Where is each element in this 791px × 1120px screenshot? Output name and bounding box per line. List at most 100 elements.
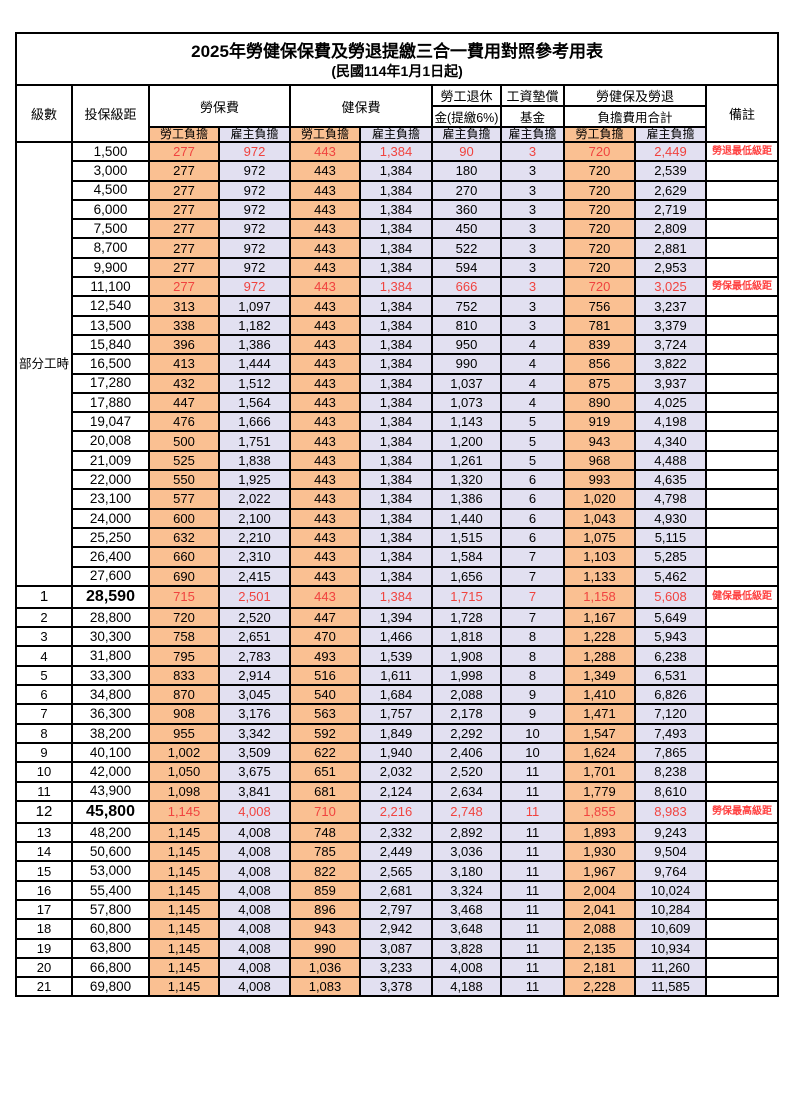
- labor-employee-cell: 432: [148, 372, 220, 394]
- col-header-note: 備註: [704, 84, 780, 143]
- pension-employer-cell: 3,828: [431, 937, 502, 959]
- total-employee-cell: 720: [563, 179, 636, 201]
- bracket-cell: 4,500: [71, 179, 150, 201]
- note-cell: [704, 160, 780, 182]
- total-employee-cell: 1,471: [563, 703, 636, 725]
- labor-employer-cell: 4,008: [218, 841, 291, 863]
- table-row: 9,900 277 972 443 1,384 594 3 720 2,953: [16, 256, 780, 279]
- col-header-total-line2: 負擔費用合計: [563, 105, 707, 128]
- total-employee-cell: 720: [563, 256, 636, 279]
- pension-employer-cell: 2,088: [431, 684, 502, 706]
- table-header: 2025年勞健保保費及勞退提繳三合一費用對照參考用表 (民國114年1月1日起)…: [14, 32, 780, 143]
- wage-fund-employer-cell: 8: [500, 645, 565, 667]
- note-cell: [704, 626, 780, 648]
- subheader-pension-employer: 雇主負擔: [431, 126, 502, 143]
- table-row: 26,400 660 2,310 443 1,384 1,584 7 1,103 5,285: [16, 546, 780, 568]
- level-cell: 20: [15, 956, 73, 979]
- wage-fund-employer-cell: 11: [500, 860, 565, 882]
- bracket-cell: 17,280: [71, 372, 150, 394]
- labor-employee-cell: 277: [148, 198, 220, 221]
- level-cell: 19: [15, 937, 73, 959]
- labor-employee-cell: 908: [148, 703, 220, 725]
- labor-employer-cell: 2,310: [218, 546, 291, 568]
- bracket-cell: 28,800: [71, 606, 150, 629]
- wage-fund-employer-cell: 10: [500, 741, 565, 764]
- labor-employer-cell: 3,045: [218, 684, 291, 706]
- health-employer-cell: 1,466: [359, 626, 433, 648]
- note-cell: [704, 546, 780, 568]
- bracket-cell: 24,000: [71, 507, 150, 529]
- labor-employer-cell: 4,008: [218, 879, 291, 901]
- health-employer-cell: 1,384: [359, 391, 433, 414]
- page-title: 2025年勞健保保費及勞退提繳三合一費用對照參考用表: [191, 41, 603, 61]
- health-employer-cell: 1,394: [359, 606, 433, 629]
- labor-employee-cell: 277: [148, 237, 220, 259]
- health-employer-cell: 1,384: [359, 507, 433, 529]
- labor-employee-cell: 955: [148, 722, 220, 744]
- labor-employee-cell: 338: [148, 314, 220, 336]
- note-cell: 勞保最高級距: [704, 799, 780, 824]
- note-cell: [704, 956, 780, 979]
- bracket-cell: 8,700: [71, 237, 150, 259]
- note-cell: [704, 218, 780, 240]
- health-employee-cell: 443: [289, 333, 361, 356]
- bracket-cell: 22,000: [71, 469, 150, 491]
- table-row: 17 57,800 1,145 4,008 896 2,797 3,468 11 2,041 10…: [15, 898, 780, 921]
- total-employee-cell: 720: [563, 218, 636, 240]
- total-employee-cell: 2,088: [563, 918, 636, 940]
- bracket-cell: 13,500: [71, 314, 150, 336]
- pension-employer-cell: 2,748: [431, 799, 502, 824]
- table-row: 20,008 500 1,751 443 1,384 1,200 5 943 4,340: [16, 430, 780, 452]
- bracket-cell: 50,600: [71, 841, 150, 863]
- total-employer-cell: 4,930: [634, 507, 707, 529]
- labor-employer-cell: 3,509: [218, 741, 291, 764]
- table-row: 7,500 277 972 443 1,384 450 3 720 2,809: [16, 218, 780, 240]
- labor-employer-cell: 1,925: [218, 469, 291, 491]
- total-employee-cell: 2,004: [563, 879, 636, 901]
- wage-fund-employer-cell: 5: [500, 411, 565, 433]
- wage-fund-employer-cell: 3: [500, 256, 565, 279]
- pension-employer-cell: 1,728: [431, 606, 502, 629]
- total-employer-cell: 4,340: [634, 430, 707, 452]
- bracket-cell: 69,800: [71, 976, 150, 998]
- table-row: 12 45,800 1,145 4,008 710 2,216 2,748 11 1,855 8,…: [15, 799, 780, 824]
- labor-employer-cell: 4,008: [218, 898, 291, 921]
- level-cell: 17: [15, 898, 73, 921]
- labor-employer-cell: 2,783: [218, 645, 291, 667]
- col-header-level: 級數: [15, 84, 73, 143]
- bracket-cell: 27,600: [71, 565, 150, 587]
- total-employer-cell: 10,284: [634, 898, 707, 921]
- pension-employer-cell: 752: [431, 295, 502, 317]
- health-employee-cell: 443: [289, 160, 361, 182]
- table-row: 17,880 447 1,564 443 1,384 1,073 4 890 4,025: [16, 391, 780, 414]
- health-employer-cell: 1,384: [359, 295, 433, 317]
- total-employee-cell: 2,041: [563, 898, 636, 921]
- labor-employer-cell: 3,176: [218, 703, 291, 725]
- total-employee-cell: 1,075: [563, 526, 636, 549]
- total-employee-cell: 756: [563, 295, 636, 317]
- labor-employee-cell: 715: [148, 584, 220, 609]
- labor-employee-cell: 1,145: [148, 841, 220, 863]
- health-employer-cell: 1,384: [359, 469, 433, 491]
- bracket-cell: 63,800: [71, 937, 150, 959]
- total-employee-cell: 993: [563, 469, 636, 491]
- col-header-pension-line1: 勞工退休: [431, 84, 502, 107]
- health-employee-cell: 822: [289, 860, 361, 882]
- wage-fund-employer-cell: 7: [500, 584, 565, 609]
- wage-fund-employer-cell: 11: [500, 976, 565, 998]
- health-employee-cell: 443: [289, 140, 361, 163]
- labor-employer-cell: 2,415: [218, 565, 291, 587]
- labor-employer-cell: 972: [218, 140, 291, 163]
- labor-employee-cell: 1,145: [148, 821, 220, 844]
- total-employer-cell: 4,635: [634, 469, 707, 491]
- level-cell: 13: [15, 821, 73, 844]
- wage-fund-employer-cell: 11: [500, 799, 565, 824]
- health-employer-cell: 1,384: [359, 160, 433, 182]
- health-employee-cell: 443: [289, 179, 361, 201]
- pension-employer-cell: 1,440: [431, 507, 502, 529]
- note-cell: [704, 898, 780, 921]
- bracket-cell: 26,400: [71, 546, 150, 568]
- health-employee-cell: 443: [289, 411, 361, 433]
- health-employee-cell: 859: [289, 879, 361, 901]
- health-employee-cell: 443: [289, 526, 361, 549]
